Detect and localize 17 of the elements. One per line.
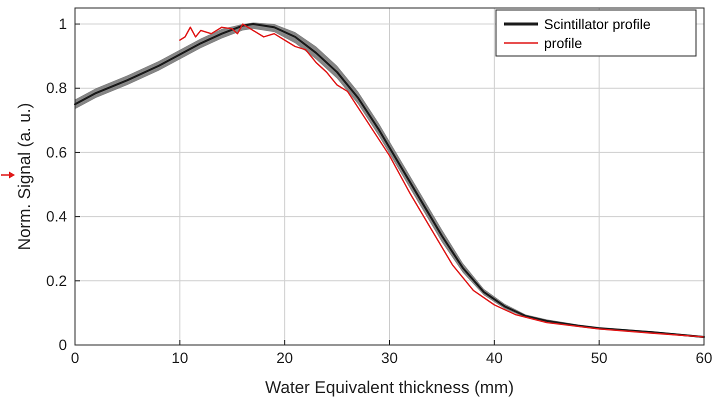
y-tick-label: 0.2 [46,272,67,290]
legend-label: profile [544,35,582,51]
x-tick-label: 40 [486,350,503,367]
x-tick-label: 60 [696,350,712,367]
x-tick-label: 30 [381,350,398,367]
legend-label: Scintillator profile [544,16,651,32]
x-tick-label: 10 [171,350,188,367]
x-tick-label: 50 [590,350,608,367]
x-tick-label: 20 [276,350,294,367]
y-tick-label: 0.8 [46,80,67,98]
x-axis-title: Water Equivalent thickness (mm) [265,378,514,397]
y-tick-label: 1 [58,16,67,34]
y-tick-label: 0 [58,337,67,354]
y-axis-title: Norm. Signal (a. u.) [15,102,34,250]
y-tick-label: 0.6 [46,144,67,162]
y-tick-label: 0.4 [46,208,67,226]
x-tick-label: 0 [70,350,80,367]
